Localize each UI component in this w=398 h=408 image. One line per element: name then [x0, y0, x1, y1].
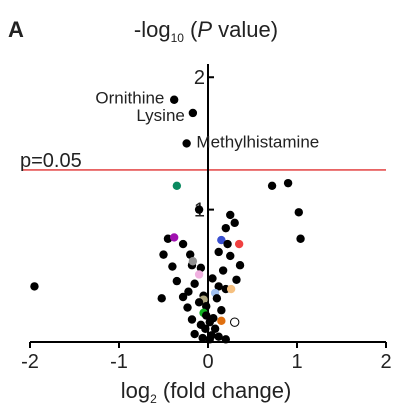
- data-point: [235, 261, 245, 270]
- data-point: [208, 274, 217, 283]
- xlabel-subscript: 2: [150, 392, 157, 406]
- title-subscript: 10: [171, 31, 185, 45]
- data-point: [202, 302, 211, 311]
- data-point: [232, 275, 241, 284]
- data-point: [221, 223, 230, 233]
- data-point: [217, 306, 226, 315]
- data-point: [296, 234, 305, 243]
- data-point: [214, 282, 223, 291]
- data-point: [188, 108, 198, 118]
- data-point: [190, 329, 199, 339]
- data-point: [190, 279, 199, 288]
- data-point: [212, 294, 222, 303]
- data-point: [221, 335, 230, 344]
- points-layer: [30, 95, 305, 344]
- data-point: [159, 250, 168, 259]
- x-tick-label: 2: [380, 351, 391, 373]
- data-point: [172, 181, 182, 190]
- data-point: [223, 239, 232, 249]
- data-point: [178, 239, 188, 249]
- y-tick-label: 2: [194, 67, 205, 89]
- data-point: [194, 205, 204, 214]
- data-point: [234, 239, 244, 249]
- data-point: [205, 335, 214, 344]
- data-point: [267, 181, 277, 190]
- threshold-label: p=0.05: [20, 150, 82, 172]
- data-point: [226, 284, 236, 294]
- data-point: [183, 303, 192, 312]
- data-point: [230, 218, 239, 228]
- data-point: [194, 270, 204, 279]
- data-point: [218, 266, 228, 275]
- data-point: [186, 250, 195, 259]
- data-point: [205, 317, 214, 327]
- data-point: [201, 324, 210, 333]
- data-point: [163, 234, 173, 243]
- data-point: [169, 95, 179, 104]
- data-point: [217, 316, 226, 326]
- data-point: [210, 324, 220, 333]
- data-point: [214, 247, 223, 257]
- x-axis-label: log2 (fold change): [121, 378, 292, 406]
- data-point: [184, 287, 193, 296]
- point-annotation: Ornithine: [95, 89, 164, 108]
- x-tick-label: -1: [110, 351, 128, 373]
- data-point: [217, 235, 226, 245]
- data-point: [188, 257, 198, 266]
- data-point: [230, 317, 240, 327]
- data-point: [226, 210, 235, 220]
- panel-label: A: [8, 17, 24, 42]
- chart-title: -log10 (P value): [134, 17, 278, 45]
- data-point: [187, 315, 197, 324]
- data-point: [168, 262, 177, 271]
- data-point: [182, 139, 191, 148]
- point-annotation: Methylhistamine: [196, 132, 319, 151]
- title-base: -log: [134, 17, 171, 42]
- xlabel-base: log: [121, 378, 150, 403]
- data-point: [178, 292, 188, 302]
- data-point: [283, 178, 293, 188]
- data-point: [30, 282, 39, 291]
- xlabel-rest: (fold change): [157, 378, 292, 403]
- title-var: P: [197, 17, 212, 42]
- data-point: [194, 298, 204, 307]
- data-point: [226, 251, 235, 261]
- title-open: (: [184, 17, 198, 42]
- data-point: [172, 276, 182, 286]
- data-point: [202, 311, 211, 320]
- x-tick-label: -2: [21, 351, 39, 373]
- x-tick-label: 0: [202, 351, 213, 373]
- x-tick-label: 1: [291, 351, 302, 373]
- title-rest: value): [212, 17, 278, 42]
- point-annotation: Lysine: [136, 106, 185, 125]
- data-point: [198, 333, 207, 343]
- data-point: [214, 332, 223, 341]
- data-point: [196, 263, 206, 273]
- data-point: [294, 208, 303, 217]
- data-point: [169, 233, 179, 242]
- data-point: [157, 294, 166, 303]
